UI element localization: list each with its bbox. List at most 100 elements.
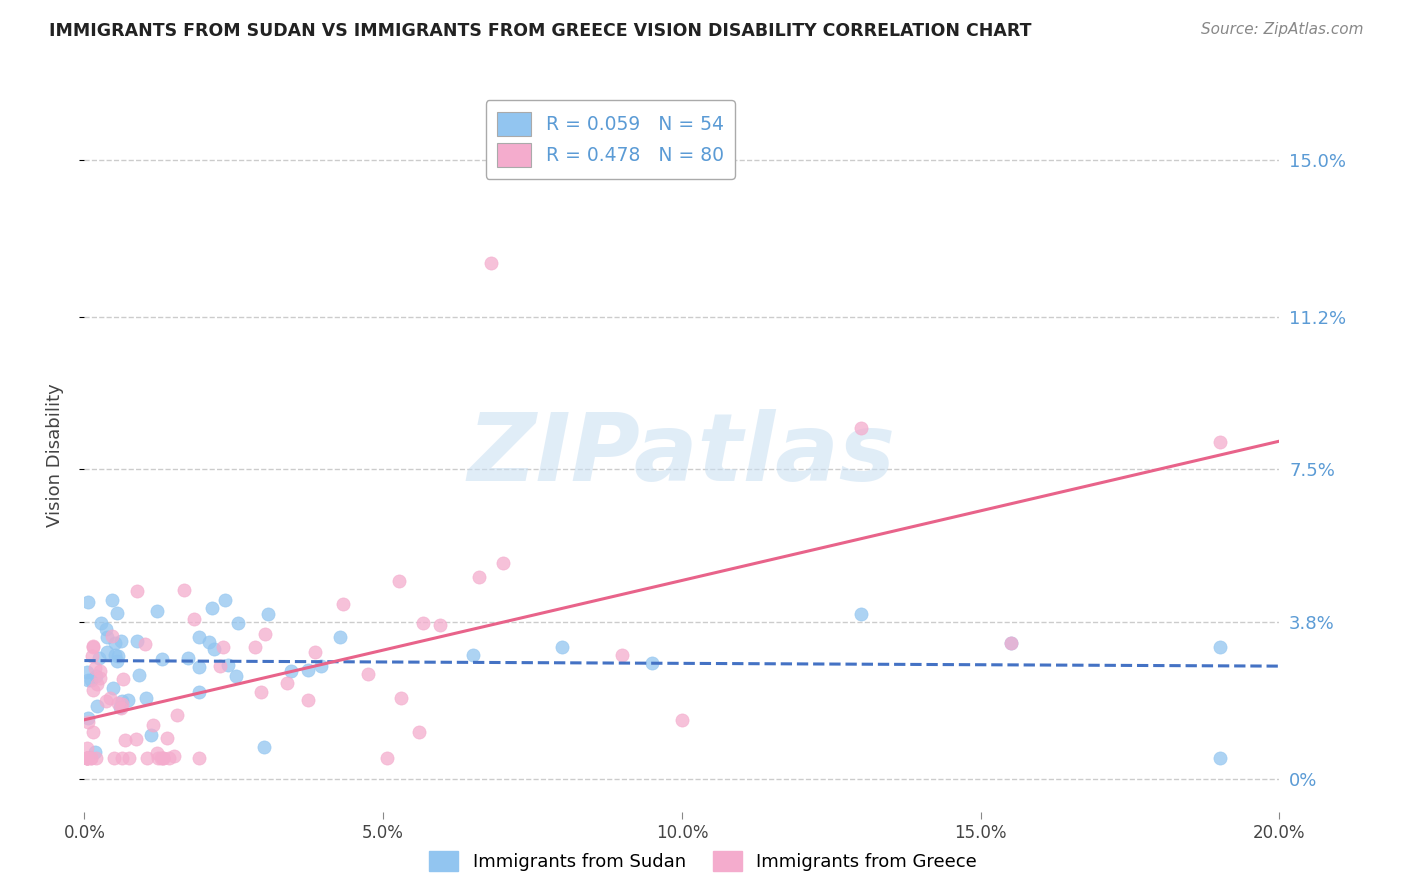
Point [1209,640,1232,654]
Text: IMMIGRANTS FROM SUDAN VS IMMIGRANTS FROM GREECE VISION DISABILITY CORRELATION CH: IMMIGRANTS FROM SUDAN VS IMMIGRANTS FROM… [49,22,1032,40]
Legend: Immigrants from Sudan, Immigrants from Greece: Immigrants from Sudan, Immigrants from G… [422,844,984,879]
Point [243,640,266,654]
Point [1000,636,1022,650]
Y-axis label: Vision Disability: Vision Disability [45,383,63,527]
Point [96,644,118,658]
Point [80,751,103,765]
Point [86,676,108,690]
Point [90,615,112,630]
Point [103,635,125,649]
Point [150,651,173,665]
Point [280,664,302,678]
Point [162,748,184,763]
Point [551,640,574,654]
Point [309,658,332,673]
Point [276,676,298,690]
Point [82,639,104,653]
Point [1209,751,1232,765]
Point [125,583,148,598]
Point [177,651,200,665]
Point [297,663,319,677]
Point [157,751,180,765]
Point [105,606,128,620]
Point [1000,635,1022,649]
Point [111,697,134,711]
Point [110,701,132,715]
Point [77,595,100,609]
Point [118,751,141,765]
Text: ZIPatlas: ZIPatlas [468,409,896,501]
Point [104,648,127,662]
Point [84,745,107,759]
Point [114,733,136,747]
Point [851,607,873,621]
Point [80,673,103,687]
Point [375,751,398,765]
Point [357,667,380,681]
Point [188,684,211,698]
Point [257,607,280,621]
Point [139,728,162,742]
Point [201,601,224,615]
Point [198,635,221,649]
Point [135,690,157,705]
Point [110,633,132,648]
Point [173,582,195,597]
Point [125,732,148,747]
Point [77,673,100,687]
Point [468,570,491,584]
Point [329,631,352,645]
Point [183,612,205,626]
Point [76,751,98,765]
Point [82,682,104,697]
Point [76,751,98,765]
Point [461,648,484,662]
Point [76,714,98,729]
Point [76,751,98,765]
Point [100,691,122,706]
Point [612,648,634,663]
Point [166,708,188,723]
Point [250,685,273,699]
Point [156,731,179,745]
Point [89,664,111,678]
Point [89,650,111,665]
Point [148,751,170,765]
Point [851,421,873,435]
Point [389,690,412,705]
Point [82,649,104,664]
Point [492,556,515,570]
Point [134,637,156,651]
Point [1209,435,1232,450]
Point [76,751,98,765]
Point [212,640,235,654]
Point [412,615,434,630]
Point [76,711,98,725]
Point [145,604,167,618]
Point [188,751,211,765]
Point [332,597,354,611]
Point [101,630,124,644]
Point [214,592,236,607]
Point [127,634,149,648]
Point [101,681,124,696]
Point [83,661,105,675]
Point [128,667,150,681]
Point [152,751,174,765]
Point [225,669,247,683]
Text: Source: ZipAtlas.com: Source: ZipAtlas.com [1201,22,1364,37]
Point [304,645,326,659]
Point [76,751,98,765]
Point [76,741,98,756]
Point [226,615,249,630]
Point [89,671,111,685]
Point [111,694,134,708]
Point [253,627,276,641]
Point [217,657,239,672]
Point [94,622,117,636]
Point [76,665,98,679]
Point [149,751,172,765]
Point [86,698,108,713]
Point [142,718,165,732]
Point [94,693,117,707]
